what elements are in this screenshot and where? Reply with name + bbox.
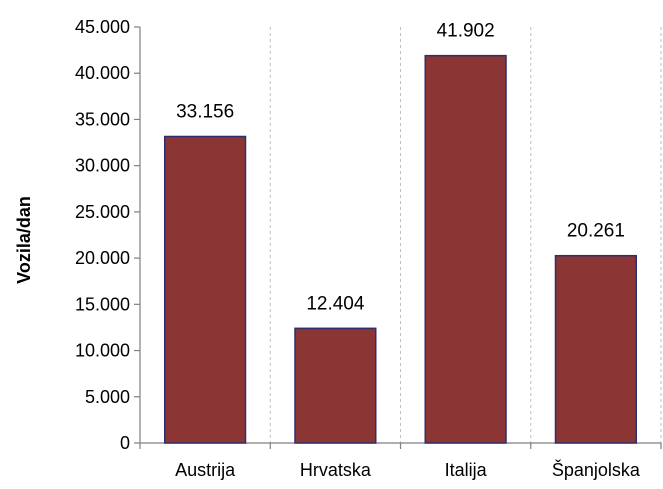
- y-tick-label: 5.000: [85, 387, 130, 407]
- y-tick-labels: 0 5.000 10.000 15.000 20.000 25.000 30.000 35.0…: [75, 17, 130, 453]
- y-axis-title: Vozila/dan: [14, 196, 34, 284]
- y-tick-label: 20.000: [75, 248, 130, 268]
- data-label: 41.902: [437, 21, 495, 42]
- y-tick-label: 10.000: [75, 341, 130, 361]
- bars: [163, 54, 638, 444]
- bar-austrija: [163, 135, 247, 444]
- y-tick-label: 25.000: [75, 202, 130, 222]
- data-label: 12.404: [306, 293, 365, 314]
- category-label: Austrija: [175, 460, 236, 480]
- y-tick-label: 30.000: [75, 156, 130, 176]
- data-labels: 33.156 12.404 41.902 20.261: [176, 21, 625, 315]
- data-label: 33.156: [176, 101, 234, 122]
- bar-italija: [424, 54, 507, 444]
- category-labels: Austrija Hrvatska Italija Španjolska: [175, 459, 641, 480]
- category-label: Španjolska: [552, 459, 641, 480]
- y-tick-label: 15.000: [75, 294, 130, 314]
- data-label: 20.261: [567, 221, 625, 242]
- bar-hrvatska: [294, 327, 377, 444]
- category-label: Hrvatska: [300, 460, 372, 480]
- y-tick-label: 45.000: [75, 17, 130, 37]
- bar-španjolska: [554, 254, 638, 444]
- y-tick-label: 35.000: [75, 109, 130, 129]
- category-label: Italija: [445, 460, 488, 480]
- y-tick-label: 0: [120, 433, 130, 453]
- y-tick-label: 40.000: [75, 63, 130, 83]
